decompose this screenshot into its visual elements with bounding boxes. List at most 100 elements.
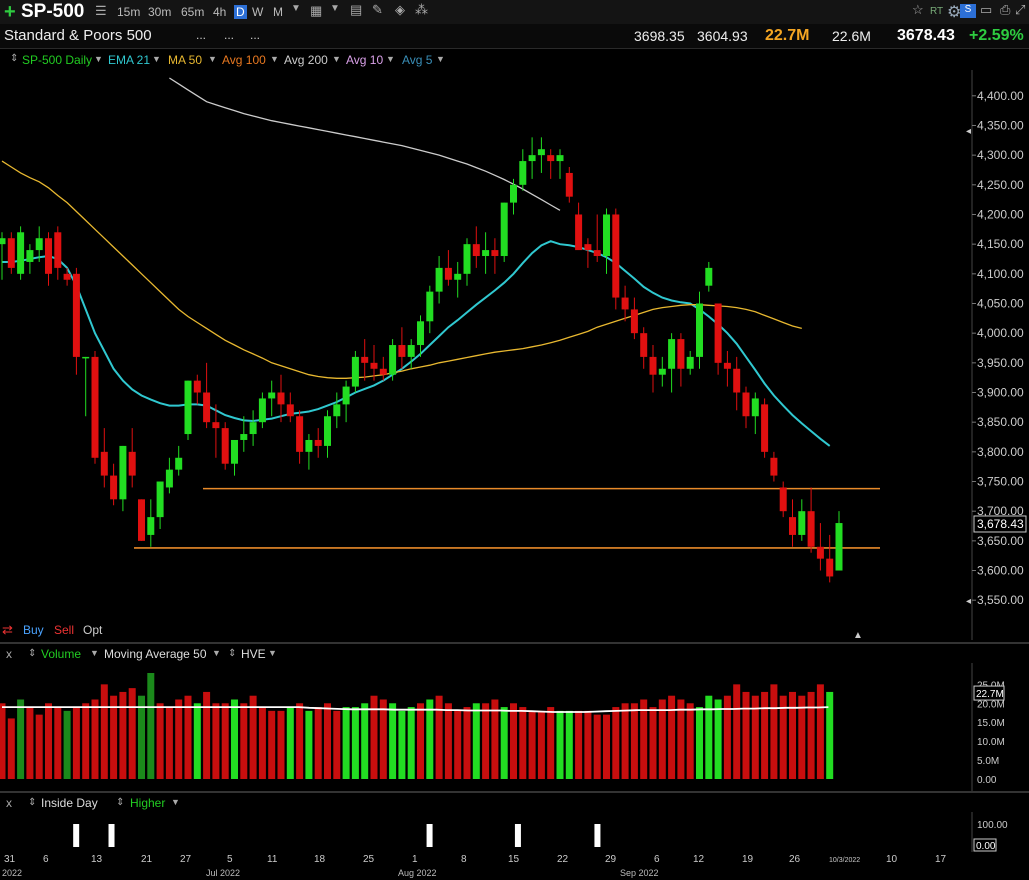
candle-body [547,155,555,162]
indicator-price[interactable]: SP-500 Daily [22,53,93,67]
window-icon[interactable]: ▭ [980,2,993,17]
x-month-label: 2022 [2,868,22,878]
volume-bar [779,695,787,779]
candle-body [333,404,341,417]
updown-icon[interactable]: ⇕ [10,53,19,64]
y-tick-label: 4,400.00 [977,89,1024,103]
dropdown-arrow-icon[interactable]: ▼ [291,3,301,14]
indicator-ma50[interactable]: MA 50 [168,53,203,67]
candle-body [807,511,815,547]
inside-day-label[interactable]: Inside Day [41,796,98,810]
print-icon[interactable]: ⎙ [1000,2,1011,17]
inside-day-chart[interactable]: 100.00 0.00 [0,812,1029,852]
dropdown-arrow-icon[interactable]: ▼ [171,797,180,807]
indicator-avg100[interactable]: Avg 100 [222,53,266,67]
dropdown-arrow-icon[interactable]: ▼ [270,54,279,64]
inside-day-bar [426,824,433,847]
timeframe-30m[interactable]: 30m [148,5,172,19]
volume-bar [528,710,536,779]
candle-body [510,184,517,203]
candle-body [742,392,750,417]
updown-icon[interactable]: ⇕ [28,648,37,659]
dropdown-arrow-icon[interactable]: ▼ [332,54,341,64]
buy-button[interactable]: Buy [23,623,44,637]
volume-bar [156,703,164,779]
pencil-icon[interactable]: ✎ [372,2,383,17]
timeframe-4h[interactable]: 4h [213,5,227,19]
timeframe-m[interactable]: M [273,5,283,19]
candle-body [751,398,759,417]
dropdown-arrow-icon[interactable]: ▼ [212,648,221,658]
volume-bar [807,691,815,779]
star-icon[interactable]: ☆ [912,2,924,17]
candle-body [789,517,796,535]
dropdown-arrow-icon[interactable]: ▼ [436,54,445,64]
expand-icon[interactable]: ⤢ [1015,2,1026,17]
volume-bar [240,703,248,779]
candle-body [621,297,629,310]
volume-bar [63,710,71,779]
volume-bar [212,703,220,779]
dropdown-arrow-icon[interactable]: ▼ [94,54,103,64]
y-tick-label: 4,300.00 [977,148,1024,162]
updown-icon[interactable]: ⇕ [28,797,37,808]
volume-bar [314,707,322,779]
dots[interactable]: ... [250,28,261,42]
indicator-avg10[interactable]: Avg 10 [346,53,384,67]
dropdown-arrow-icon[interactable]: ▼ [268,648,277,658]
inside-day-bar [108,824,115,847]
volume-ma-label[interactable]: Moving Average 50 [104,647,207,661]
x-axis[interactable]: 31 6 13 21 27 5 11 18 25 1 8 15 22 29 6 12 19 26 10/3/2022… [0,852,1029,880]
timeframe-w[interactable]: W [252,5,264,19]
x-month-label: Aug 2022 [398,868,437,878]
dropdown-arrow-icon[interactable]: ▼ [152,54,161,64]
share-icon[interactable]: ⁂ [415,2,428,17]
updown-icon[interactable]: ⇕ [116,797,125,808]
list-icon[interactable]: ☰ [95,3,107,18]
dots[interactable]: ... [224,28,235,42]
dropdown-arrow-icon[interactable]: ▼ [386,54,395,64]
dropdown-arrow-icon[interactable]: ▼ [208,54,217,64]
volume-bar [165,707,173,779]
volume-label[interactable]: Volume [41,647,82,661]
sell-button[interactable]: Sell [54,623,75,637]
x-tick-label: 18 [314,854,326,865]
divider[interactable] [0,791,1029,793]
volume-bar [91,699,99,779]
hve-label[interactable]: HVE [241,647,266,661]
candle-body [677,339,685,369]
s-icon[interactable]: S [960,4,976,18]
symbol-label[interactable]: SP-500 [21,1,85,22]
y-tick-label: 3,550.00 [977,593,1024,607]
timeframe-d[interactable]: D [234,5,247,19]
timeframe-65m[interactable]: 65m [181,5,205,19]
indicator-ema21[interactable]: EMA 21 [108,53,151,67]
close-icon[interactable]: x [6,647,12,661]
candle-body [798,511,806,535]
trade-icon[interactable]: ⇄ [2,622,13,637]
dropdown-arrow-icon[interactable]: ▼ [90,648,99,658]
volume-bar [407,707,415,779]
divider[interactable] [0,642,1029,644]
higher-label[interactable]: Higher [130,796,166,810]
dropdown-arrow-icon[interactable]: ▼ [330,3,340,14]
opt-button[interactable]: Opt [83,623,103,637]
dots[interactable]: ... [196,28,207,42]
volume-bar [324,703,331,779]
pattern-tick-label: 100.00 [977,820,1008,831]
indicator-avg5[interactable]: Avg 5 [402,53,433,67]
tag-icon[interactable]: ◈ [395,2,405,17]
close-icon[interactable]: x [6,796,12,810]
gear-icon[interactable]: ⚙ [947,4,962,21]
chart-type-icon[interactable]: ▦ [310,3,323,18]
volume-bar [398,710,406,779]
updown-icon[interactable]: ⇕ [228,648,237,659]
volume-bar [816,684,824,779]
price-chart[interactable]: 4,400.00 4,350.00 4,300.00 4,250.00 4,200.00… [0,70,1029,640]
indicator-avg200[interactable]: Avg 200 [284,53,328,67]
calculator-icon[interactable]: ▤ [350,2,363,17]
timeframe-15m[interactable]: 15m [117,5,141,19]
plus-icon[interactable]: + [4,1,16,23]
rt-label: RT [930,6,944,17]
